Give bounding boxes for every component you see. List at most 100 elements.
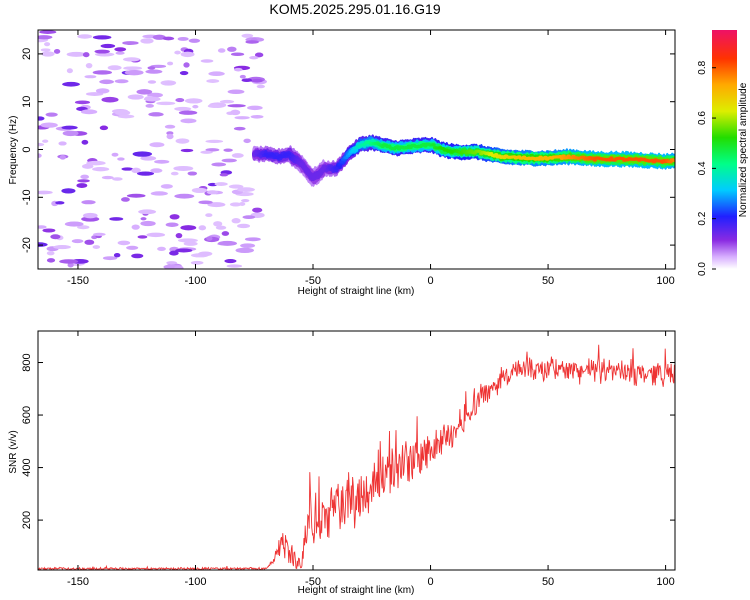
noise-blob — [230, 109, 241, 116]
noise-blob — [41, 51, 55, 57]
noise-blob — [157, 246, 166, 251]
y-tick-label: 20 — [21, 48, 33, 60]
noise-blob — [80, 109, 98, 115]
colorbar-tick-label: 0.4 — [697, 161, 708, 175]
noise-blob — [82, 52, 90, 58]
noise-blob — [80, 174, 89, 180]
snr-series-line — [38, 344, 675, 570]
noise-blob — [164, 124, 176, 129]
noise-blob — [66, 51, 86, 57]
noise-blob — [244, 237, 261, 242]
noise-blob — [214, 182, 228, 186]
noise-blob — [206, 79, 220, 83]
noise-blob — [109, 217, 124, 221]
noise-blob — [178, 110, 198, 115]
noise-blob — [230, 52, 245, 57]
y-tick-label: 10 — [21, 96, 33, 108]
noise-blob — [38, 142, 45, 147]
noise-blob — [38, 190, 53, 195]
noise-blob — [55, 201, 65, 205]
noise-blob — [234, 116, 250, 120]
noise-blob — [92, 166, 110, 172]
spectrogram-x-label: Height of straight line (km) — [298, 286, 415, 297]
noise-blob — [242, 215, 256, 220]
noise-blob — [150, 191, 168, 196]
noise-blob — [205, 213, 213, 218]
noise-blob — [183, 62, 190, 68]
x-tick-label: -100 — [184, 576, 206, 588]
noise-blob — [254, 52, 264, 58]
x-tick-label: 50 — [542, 576, 554, 588]
noise-blob — [237, 187, 255, 192]
noise-blob — [256, 84, 266, 89]
noise-blob — [101, 96, 119, 103]
noise-blob — [92, 35, 112, 40]
x-tick-label: -150 — [67, 576, 89, 588]
noise-blob — [217, 48, 226, 53]
x-tick-label: 0 — [427, 275, 433, 287]
noise-blob — [45, 112, 58, 117]
noise-blob — [38, 225, 47, 229]
spectrogram-x-axis: -150 -100 -50 0 50 100 — [67, 30, 675, 287]
noise-blob — [100, 43, 116, 49]
noise-blob — [115, 51, 125, 55]
noise-blob — [112, 177, 123, 181]
noise-blob — [207, 104, 221, 108]
colorbar-label: Normalized spectral amplitude — [738, 82, 749, 217]
ridge-cell — [334, 166, 339, 170]
x-tick-label: 100 — [656, 275, 674, 287]
noise-blob — [140, 38, 154, 44]
noise-blob — [146, 232, 166, 238]
noise-blob — [233, 126, 246, 131]
noise-blob — [81, 200, 96, 205]
ridge-cell — [299, 162, 305, 167]
noise-blob — [231, 153, 244, 158]
noise-blob — [126, 193, 146, 198]
noise-blob — [198, 200, 213, 205]
noise-blob — [237, 223, 251, 229]
noise-blob — [143, 96, 161, 102]
noise-blob — [205, 139, 224, 144]
x-tick-label: 100 — [656, 576, 674, 588]
noise-blob — [205, 148, 220, 152]
noise-blob — [59, 155, 66, 160]
noise-blob — [42, 139, 49, 143]
noise-blob — [184, 98, 203, 104]
noise-blob — [227, 89, 245, 94]
noise-blob — [58, 141, 67, 146]
noise-blob — [226, 264, 243, 268]
noise-blob — [207, 202, 226, 208]
spectrogram-y-label: Frequency (Hz) — [8, 116, 19, 185]
noise-blob — [179, 70, 189, 76]
noise-blob — [221, 158, 237, 163]
noise-blob — [173, 165, 194, 172]
noise-blob — [77, 179, 90, 183]
noise-blob — [174, 106, 192, 111]
noise-blob — [127, 94, 144, 100]
noise-blob — [114, 47, 127, 52]
noise-blob — [44, 42, 51, 47]
noise-blob — [174, 265, 184, 269]
noise-blob — [169, 250, 179, 256]
noise-blob — [74, 100, 91, 105]
ridge-cell — [559, 156, 565, 160]
noise-blob — [117, 114, 135, 119]
noise-blob — [175, 233, 183, 239]
noise-blob — [183, 241, 198, 246]
noise-blob — [227, 46, 237, 52]
noise-blob — [62, 81, 80, 87]
noise-blob — [241, 198, 250, 203]
noise-blob — [175, 248, 193, 253]
noise-blob — [124, 69, 144, 76]
noise-blob — [149, 142, 165, 148]
spectrogram-y-axis: -20 -10 0 10 20 — [21, 48, 675, 253]
noise-blob — [166, 261, 177, 265]
noise-blob — [167, 61, 174, 66]
noise-blob — [233, 67, 243, 72]
y-tick-label: 0 — [21, 146, 33, 152]
noise-blob — [46, 251, 55, 256]
noise-blob — [101, 175, 114, 180]
y-tick-label: 400 — [21, 458, 33, 476]
